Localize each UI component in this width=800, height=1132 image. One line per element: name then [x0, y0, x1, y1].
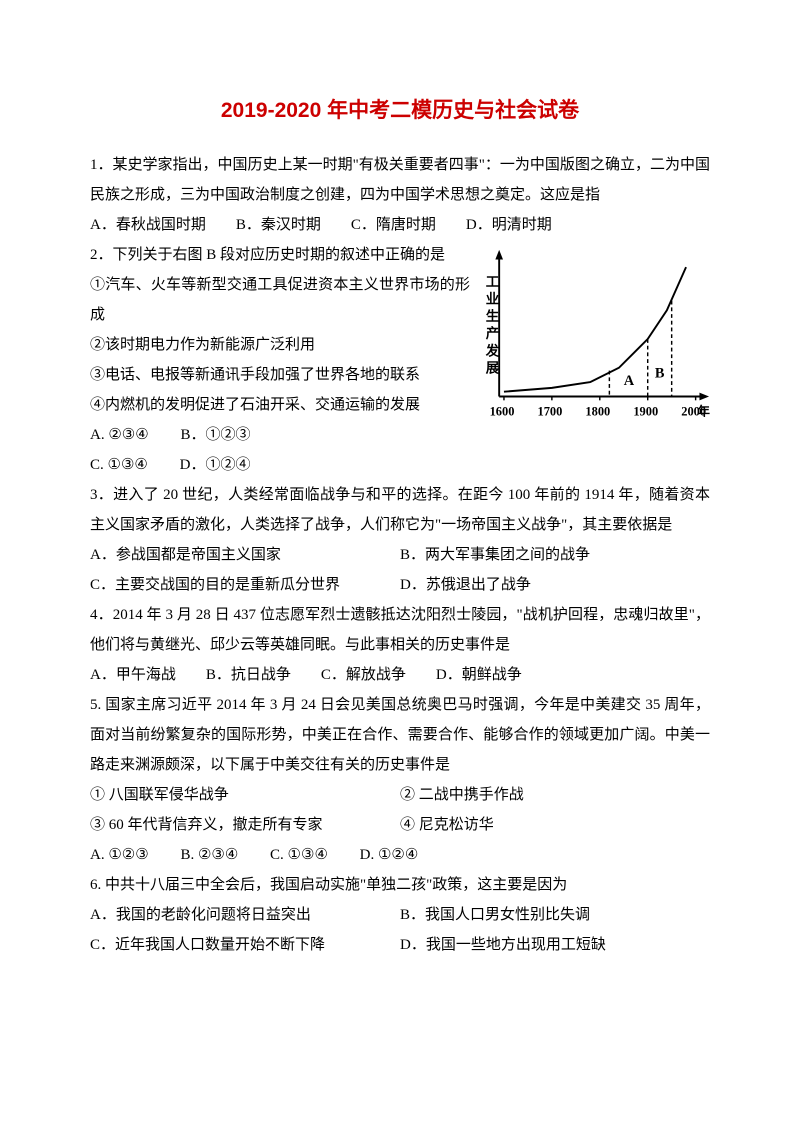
- q6-opt-c: C．近年我国人口数量开始不断下降: [90, 930, 400, 960]
- q5-opt-a: A. ①②③: [90, 847, 149, 863]
- q1-opt-d: D．明清时期: [466, 210, 552, 240]
- q2-item2: ②该时期电力作为新能源广泛利用: [90, 330, 470, 360]
- q2-opt-b: B．①②③: [180, 427, 250, 443]
- q4-opt-c: C．解放战争: [321, 660, 406, 690]
- svg-text:B: B: [655, 365, 665, 381]
- svg-text:生: 生: [486, 308, 499, 324]
- svg-text:1700: 1700: [538, 405, 563, 419]
- q4-opt-b: B．抗日战争: [206, 660, 291, 690]
- industrial-chart: 工业生产发展AB16001700180019002000年: [480, 244, 710, 434]
- svg-text:产: 产: [486, 325, 499, 341]
- q4-stem: 4．2014 年 3 月 28 日 437 位志愿军烈士遗骸抵达沈阳烈士陵园，"…: [90, 600, 710, 660]
- q5-item1: ① 八国联军侵华战争: [90, 780, 400, 810]
- q3-opt-a: A．参战国都是帝国主义国家: [90, 540, 400, 570]
- svg-text:业: 业: [486, 292, 499, 307]
- q1-options: A．春秋战国时期 B．秦汉时期 C．隋唐时期 D．明清时期: [90, 210, 710, 240]
- svg-text:1600: 1600: [490, 405, 515, 419]
- svg-text:发: 发: [485, 342, 500, 358]
- svg-text:1900: 1900: [633, 405, 658, 419]
- q4-opt-a: A．甲午海战: [90, 660, 176, 690]
- q2-stem: 2．下列关于右图 B 段对应历史时期的叙述中正确的是: [90, 240, 470, 270]
- svg-text:展: 展: [486, 361, 500, 376]
- q6-stem: 6. 中共十八届三中全会后，我国启动实施"单独二孩"政策，这主要是因为: [90, 870, 710, 900]
- q1-opt-b: B．秦汉时期: [236, 210, 321, 240]
- q1-stem: 1．某史学家指出，中国历史上某一时期"有极关重要者四事"：一为中国版图之确立，二…: [90, 150, 710, 210]
- q1-opt-c: C．隋唐时期: [351, 210, 436, 240]
- exam-title: 2019-2020 年中考二模历史与社会试卷: [90, 90, 710, 132]
- q6-opt-b: B．我国人口男女性别比失调: [400, 900, 710, 930]
- q5-item3: ③ 60 年代背信弃义，撤走所有专家: [90, 810, 400, 840]
- svg-text:年: 年: [698, 404, 710, 419]
- q2-item3: ③电话、电报等新通讯手段加强了世界各地的联系: [90, 360, 470, 390]
- q6-opt-d: D．我国一些地方出现用工短缺: [400, 930, 710, 960]
- svg-text:工: 工: [486, 274, 500, 289]
- q5-opt-b: B. ②③④: [180, 847, 238, 863]
- q5-item4: ④ 尼克松访华: [400, 810, 710, 840]
- q6-opt-a: A．我国的老龄化问题将日益突出: [90, 900, 400, 930]
- q2-opt-d: D．①②④: [180, 457, 251, 473]
- q5-opt-c: C. ①③④: [270, 847, 328, 863]
- q1-opt-a: A．春秋战国时期: [90, 210, 206, 240]
- q5-options: A. ①②③ B. ②③④ C. ①③④ D. ①②④: [90, 840, 710, 870]
- q3-opt-d: D．苏俄退出了战争: [400, 570, 710, 600]
- q5-item2: ② 二战中携手作战: [400, 780, 710, 810]
- q2-opt-a: A. ②③④: [90, 427, 149, 443]
- svg-text:A: A: [624, 373, 635, 389]
- q2-item4: ④内燃机的发明促进了石油开采、交通运输的发展: [90, 390, 470, 420]
- q3-opt-b: B．两大军事集团之间的战争: [400, 540, 710, 570]
- q2-options-row1: A. ②③④ B．①②③: [90, 420, 470, 450]
- svg-text:1800: 1800: [585, 405, 610, 419]
- q4-options: A．甲午海战 B．抗日战争 C．解放战争 D．朝鲜战争: [90, 660, 710, 690]
- q2-options-row2: C. ①③④ D．①②④: [90, 450, 470, 480]
- q3-opt-c: C．主要交战国的目的是重新瓜分世界: [90, 570, 400, 600]
- q3-stem: 3．进入了 20 世纪，人类经常面临战争与和平的选择。在距今 100 年前的 1…: [90, 480, 710, 540]
- q4-opt-d: D．朝鲜战争: [436, 660, 522, 690]
- q2-item1: ①汽车、火车等新型交通工具促进资本主义世界市场的形成: [90, 270, 470, 330]
- q5-stem: 5. 国家主席习近平 2014 年 3 月 24 日会见美国总统奥巴马时强调，今…: [90, 690, 710, 780]
- q2-opt-c: C. ①③④: [90, 457, 148, 473]
- q5-opt-d: D. ①②④: [360, 847, 419, 863]
